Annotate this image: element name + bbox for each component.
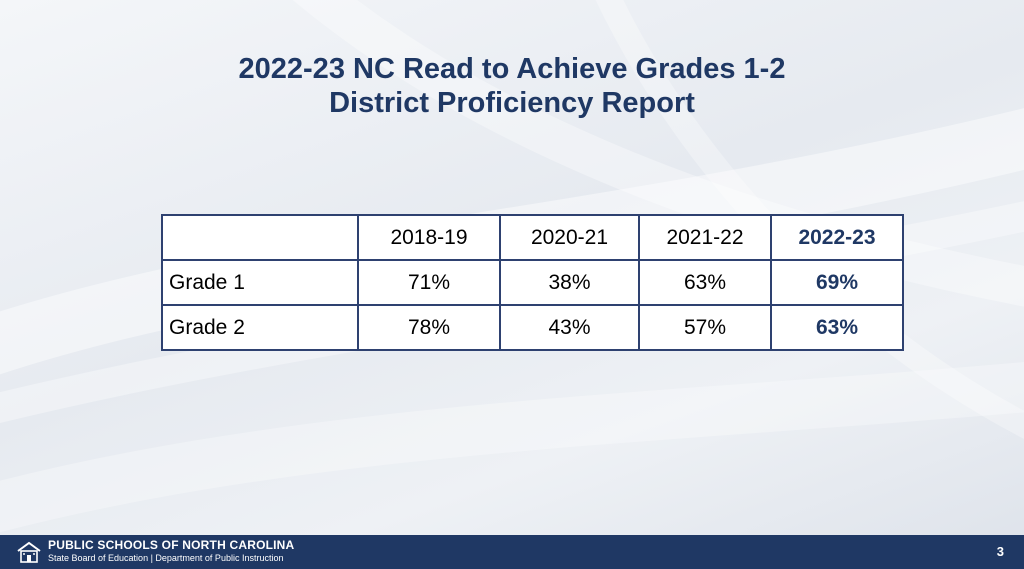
row-label: Grade 1 xyxy=(161,259,359,306)
table-cell: 71% xyxy=(357,259,501,306)
table-cell: 63% xyxy=(638,259,772,306)
table-cell: 43% xyxy=(499,304,640,351)
org-name: PUBLIC SCHOOLS OF NORTH CAROLINA xyxy=(48,538,295,552)
table-cell: 78% xyxy=(357,304,501,351)
table-header-row: 2018-19 2020-21 2021-22 2022-23 xyxy=(161,214,904,261)
page-number: 3 xyxy=(996,544,1004,559)
schoolhouse-icon xyxy=(17,541,41,563)
title-line-2: District Proficiency Report xyxy=(329,87,695,119)
table-row: Grade 2 78% 43% 57% 63% xyxy=(161,304,904,351)
table-header-cell: 2020-21 xyxy=(499,214,640,261)
proficiency-table: 2018-19 2020-21 2021-22 2022-23 Grade 1 … xyxy=(161,214,904,351)
table-row: Grade 1 71% 38% 63% 69% xyxy=(161,259,904,306)
table-header-cell xyxy=(161,214,359,261)
table-header-cell: 2018-19 xyxy=(357,214,501,261)
table-header-cell: 2022-23 xyxy=(770,214,904,261)
table-header-cell: 2021-22 xyxy=(638,214,772,261)
slide-title: 2022-23 NC Read to Achieve Grades 1-2 Di… xyxy=(0,52,1024,120)
table-cell: 57% xyxy=(638,304,772,351)
org-subtitle: State Board of Education | Department of… xyxy=(48,553,284,563)
row-label: Grade 2 xyxy=(161,304,359,351)
table-cell: 63% xyxy=(770,304,904,351)
table-cell: 69% xyxy=(770,259,904,306)
title-line-1: 2022-23 NC Read to Achieve Grades 1-2 xyxy=(238,53,786,85)
table-cell: 38% xyxy=(499,259,640,306)
footer-bar: PUBLIC SCHOOLS OF NORTH CAROLINA State B… xyxy=(0,535,1024,569)
